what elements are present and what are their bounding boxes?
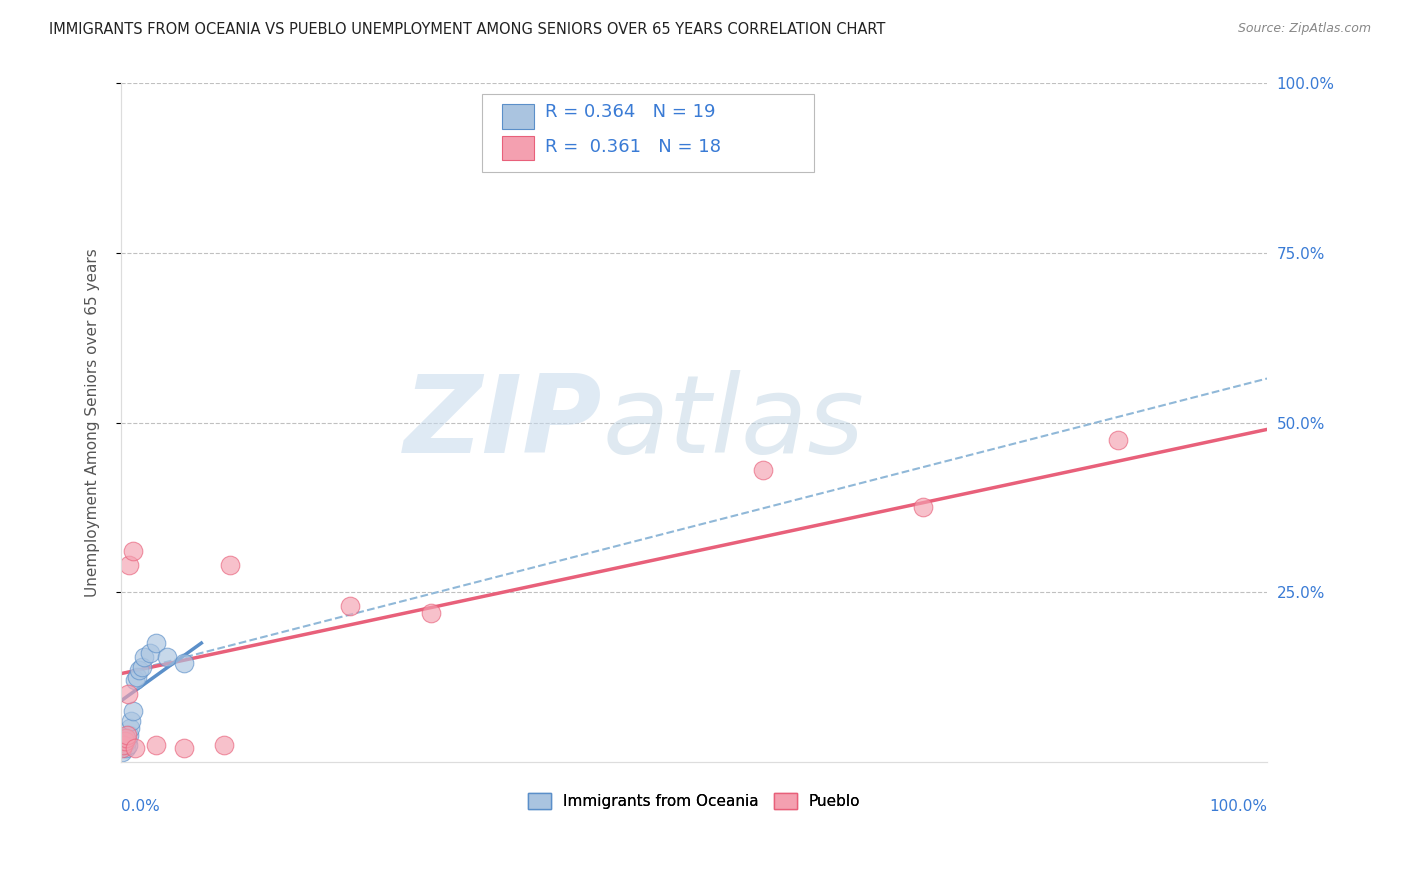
Point (752, 463, 775, 477)
Point (112, 738, 135, 752)
Text: ZIP: ZIP (404, 369, 602, 475)
Point (127, 670, 149, 684)
Point (124, 673, 146, 688)
Point (111, 745, 134, 759)
Point (117, 738, 139, 752)
Text: Source: ZipAtlas.com: Source: ZipAtlas.com (1237, 22, 1371, 36)
Point (339, 599, 361, 613)
Point (419, 606, 441, 620)
Point (145, 738, 167, 752)
Point (114, 731, 136, 745)
Point (111, 741, 134, 756)
Point (219, 558, 242, 572)
Text: R = 0.364   N = 19: R = 0.364 N = 19 (546, 103, 716, 120)
Point (156, 649, 179, 664)
Point (114, 731, 136, 745)
Text: 100.0%: 100.0% (1209, 799, 1267, 814)
Point (120, 714, 142, 728)
Point (114, 741, 136, 756)
Text: R =  0.361   N = 18: R = 0.361 N = 18 (546, 138, 721, 156)
Point (117, 687, 139, 701)
Bar (502, 136, 534, 160)
Legend: Immigrants from Oceania, Pueblo: Immigrants from Oceania, Pueblo (522, 787, 866, 815)
Point (118, 728, 141, 742)
Point (115, 728, 138, 742)
Point (173, 741, 195, 756)
Text: IMMIGRANTS FROM OCEANIA VS PUEBLO UNEMPLOYMENT AMONG SENIORS OVER 65 YEARS CORRE: IMMIGRANTS FROM OCEANIA VS PUEBLO UNEMPL… (49, 22, 886, 37)
Point (115, 734, 138, 748)
Y-axis label: Unemployment Among Seniors over 65 years: Unemployment Among Seniors over 65 years (86, 248, 100, 597)
Point (145, 636, 167, 650)
Point (132, 649, 155, 664)
Point (124, 741, 146, 756)
Text: atlas: atlas (602, 370, 865, 475)
Bar (502, 104, 534, 128)
Point (214, 738, 236, 752)
Point (118, 558, 141, 572)
Point (112, 738, 135, 752)
Point (114, 734, 136, 748)
Point (912, 500, 935, 515)
Point (121, 544, 143, 558)
Point (131, 660, 153, 674)
Point (139, 646, 162, 660)
Point (173, 657, 195, 671)
Point (121, 704, 143, 718)
Point (128, 663, 150, 677)
Point (120, 721, 142, 735)
Text: 0.0%: 0.0% (121, 799, 160, 814)
Point (1107, 433, 1129, 447)
FancyBboxPatch shape (482, 94, 814, 171)
